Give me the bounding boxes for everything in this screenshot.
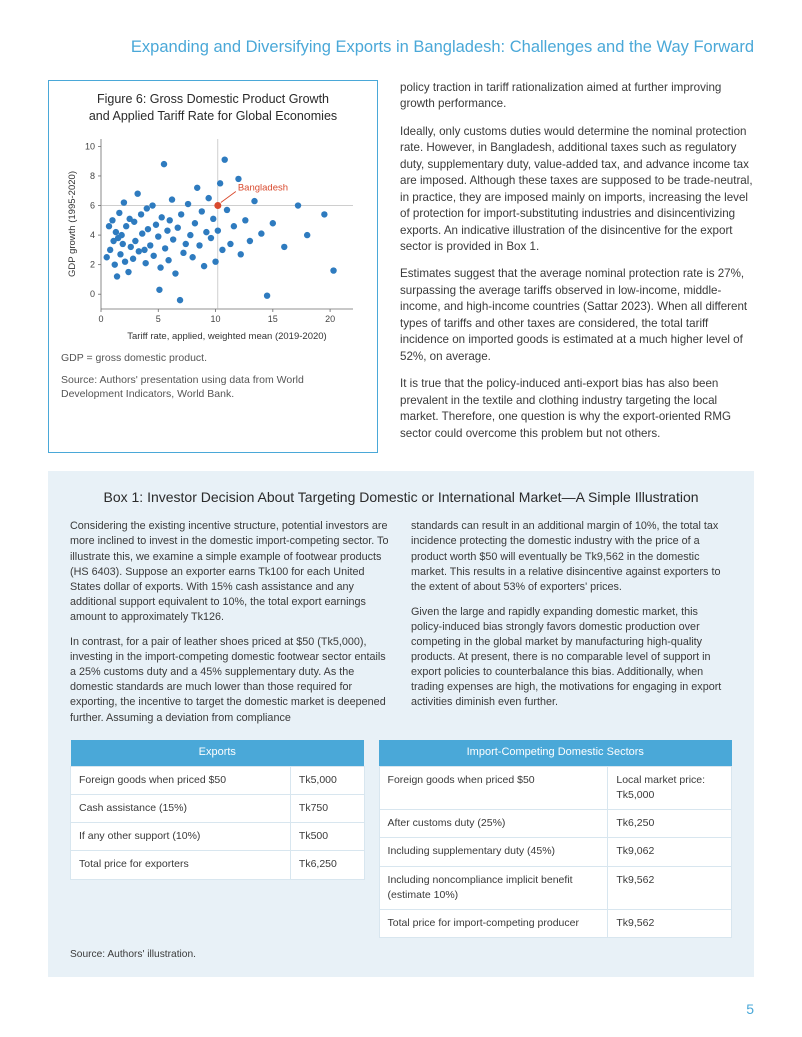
table-cell: After customs duty (25%) — [379, 810, 608, 838]
svg-text:GDP growth (1995-2020): GDP growth (1995-2020) — [67, 171, 78, 277]
figure-note-source: Source: Authors' presentation using data… — [61, 373, 365, 401]
svg-text:0: 0 — [98, 314, 103, 324]
paragraph: Given the large and rapidly expanding do… — [411, 605, 732, 711]
table-cell: Tk9,062 — [608, 838, 732, 866]
table-exports-body: Foreign goods when priced $50Tk5,000Cash… — [71, 766, 365, 879]
table-import-body: Foreign goods when priced $50Local marke… — [379, 766, 731, 938]
table-import-competing-wrap: Import-Competing Domestic Sectors Foreig… — [379, 740, 732, 938]
figure-6-chart: 0 5 10 15 20 0 2 4 6 8 10 Tariff rate, applied, wei… — [63, 133, 363, 343]
table-cell: Total price for import-competing produce… — [379, 909, 608, 937]
box-1-title: Box 1: Investor Decision About Targeting… — [70, 487, 732, 507]
box-1-col-right: standards can result in an additional ma… — [411, 519, 732, 735]
page: Expanding and Diversifying Exports in Ba… — [0, 0, 802, 1037]
table-cell: Tk9,562 — [608, 909, 732, 937]
table-import-header: Import-Competing Domestic Sectors — [379, 740, 731, 766]
paragraph: Estimates suggest that the average nomin… — [400, 266, 754, 365]
figure-6-box: Figure 6: Gross Domestic Product Growth … — [48, 80, 378, 453]
table-row: If any other support (10%)Tk500 — [71, 823, 365, 851]
table-exports-wrap: Exports Foreign goods when priced $50Tk5… — [70, 740, 365, 938]
box-1-tables-row: Exports Foreign goods when priced $50Tk5… — [70, 740, 732, 938]
table-cell: Foreign goods when priced $50 — [71, 766, 291, 794]
box-1-text-columns: Considering the existing incentive struc… — [70, 519, 732, 735]
paragraph: policy traction in tariff rationalizatio… — [400, 80, 754, 113]
paragraph: Ideally, only customs duties would deter… — [400, 124, 754, 256]
box-1-source: Source: Authors' illustration. — [70, 948, 732, 963]
box-1-col-left: Considering the existing incentive struc… — [70, 519, 391, 735]
svg-text:2: 2 — [90, 259, 95, 269]
table-cell: Tk750 — [290, 794, 364, 822]
table-cell: If any other support (10%) — [71, 823, 291, 851]
box-1: Box 1: Investor Decision About Targeting… — [48, 471, 754, 977]
table-cell: Including noncompliance implicit benefit… — [379, 866, 608, 909]
table-cell: Foreign goods when priced $50 — [379, 766, 608, 809]
table-row: Foreign goods when priced $50Tk5,000 — [71, 766, 365, 794]
table-cell: Total price for exporters — [71, 851, 291, 879]
figure-title-line2: and Applied Tariff Rate for Global Econo… — [89, 109, 337, 123]
table-exports: Exports Foreign goods when priced $50Tk5… — [70, 740, 365, 880]
svg-text:20: 20 — [325, 314, 335, 324]
svg-text:Bangladesh: Bangladesh — [238, 182, 288, 193]
paragraph: standards can result in an additional ma… — [411, 519, 732, 595]
svg-text:15: 15 — [268, 314, 278, 324]
paragraph: It is true that the policy-induced anti-… — [400, 376, 754, 442]
table-cell: Tk9,562 — [608, 866, 732, 909]
svg-text:4: 4 — [90, 230, 95, 240]
table-row: Including supplementary duty (45%)Tk9,06… — [379, 838, 731, 866]
page-number: 5 — [746, 999, 754, 1019]
svg-text:0: 0 — [90, 289, 95, 299]
svg-text:10: 10 — [211, 314, 221, 324]
table-cell: Local market price: Tk5,000 — [608, 766, 732, 809]
svg-text:5: 5 — [156, 314, 161, 324]
paragraph: Considering the existing incentive struc… — [70, 519, 391, 625]
table-exports-header: Exports — [71, 740, 365, 766]
table-row: Cash assistance (15%)Tk750 — [71, 794, 365, 822]
figure-title-line1: Figure 6: Gross Domestic Product Growth — [97, 92, 329, 106]
top-row: Figure 6: Gross Domestic Product Growth … — [48, 80, 754, 453]
table-cell: Tk6,250 — [608, 810, 732, 838]
table-row: After customs duty (25%)Tk6,250 — [379, 810, 731, 838]
table-row: Total price for exportersTk6,250 — [71, 851, 365, 879]
paragraph: In contrast, for a pair of leather shoes… — [70, 635, 391, 726]
figure-title: Figure 6: Gross Domestic Product Growth … — [61, 91, 365, 125]
table-cell: Tk6,250 — [290, 851, 364, 879]
table-cell: Tk5,000 — [290, 766, 364, 794]
page-header-title: Expanding and Diversifying Exports in Ba… — [48, 36, 754, 60]
svg-text:Tariff rate, applied, weighted: Tariff rate, applied, weighted mean (201… — [127, 331, 326, 342]
right-column-text: policy traction in tariff rationalizatio… — [400, 80, 754, 453]
table-cell: Tk500 — [290, 823, 364, 851]
svg-text:8: 8 — [90, 171, 95, 181]
table-row: Including noncompliance implicit benefit… — [379, 866, 731, 909]
table-cell: Cash assistance (15%) — [71, 794, 291, 822]
table-import-competing: Import-Competing Domestic Sectors Foreig… — [379, 740, 732, 938]
table-row: Foreign goods when priced $50Local marke… — [379, 766, 731, 809]
svg-text:10: 10 — [85, 141, 95, 151]
figure-note-gdp: GDP = gross domestic product. — [61, 351, 365, 365]
table-row: Total price for import-competing produce… — [379, 909, 731, 937]
svg-text:6: 6 — [90, 200, 95, 210]
table-cell: Including supplementary duty (45%) — [379, 838, 608, 866]
